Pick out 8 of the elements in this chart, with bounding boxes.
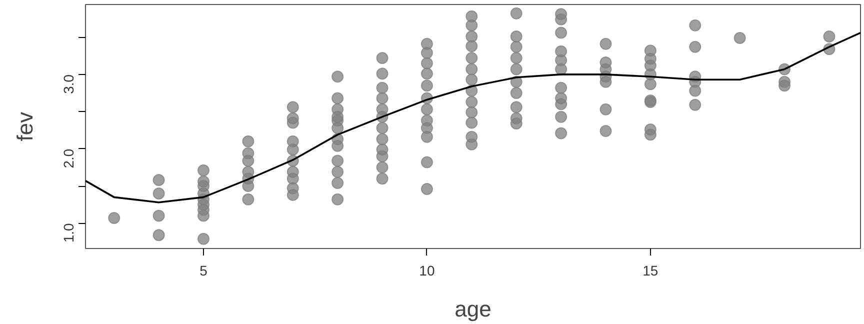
x-axis-title: age xyxy=(454,296,492,322)
x-tick-label: 10 xyxy=(419,262,435,278)
y-tick-label: 2.0 xyxy=(60,148,76,168)
y-tick-label: 3.0 xyxy=(60,74,76,94)
x-tick-label: 15 xyxy=(642,262,658,278)
y-tick-label: 1.0 xyxy=(60,222,76,243)
x-tick-label: 5 xyxy=(200,262,208,278)
y-axis-title: fev xyxy=(12,112,38,142)
